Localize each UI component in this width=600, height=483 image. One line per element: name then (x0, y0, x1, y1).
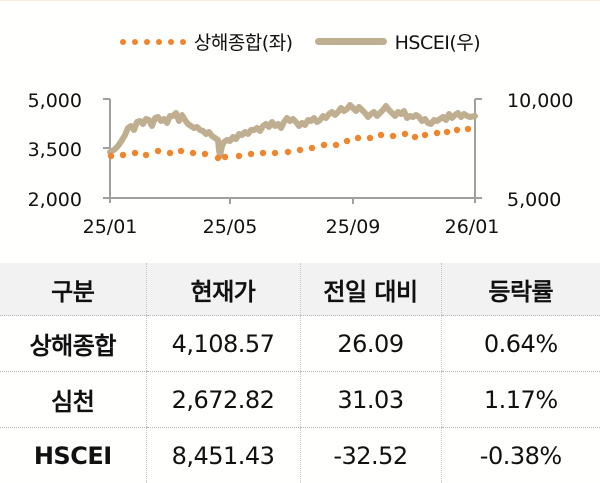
right-tick-label: 5,000 (507, 189, 561, 211)
top-border (0, 0, 600, 1)
shanghai-dotted-line (108, 126, 471, 161)
right-tick-label: 10,000 (507, 90, 573, 112)
x-tick-label: 25/05 (203, 216, 258, 238)
left-tick-label: 5,000 (28, 90, 82, 112)
solid-line-icon (315, 38, 387, 45)
dual-axis-line-chart: 5,000 3,500 2,000 10,000 5,000 25/01 25/… (0, 80, 600, 240)
chart-legend: 상해종합(좌) HSCEI(우) (0, 28, 600, 55)
row-price: 4,108.57 (146, 316, 300, 372)
x-tick-label: 25/09 (326, 216, 381, 238)
hscei-line (110, 105, 475, 156)
legend-item-hscei: HSCEI(우) (315, 28, 481, 55)
row-price: 8,451.43 (146, 428, 300, 483)
header-price: 현재가 (146, 263, 300, 316)
row-change: -32.52 (300, 428, 441, 483)
legend-item-shanghai: 상해종합(좌) (120, 28, 293, 55)
index-table: 구분 현재가 전일 대비 등락률 상해종합 4,108.57 26.09 0.6… (0, 263, 600, 483)
x-tick-label: 25/01 (83, 216, 138, 238)
row-price: 2,672.82 (146, 372, 300, 428)
header-category: 구분 (0, 263, 146, 316)
header-change: 전일 대비 (300, 263, 441, 316)
header-pct: 등락률 (441, 263, 600, 316)
row-pct: 1.17% (441, 372, 600, 428)
table-row: 상해종합 4,108.57 26.09 0.64% (0, 316, 600, 372)
row-name: HSCEI (0, 428, 146, 483)
row-name: 상해종합 (0, 316, 146, 372)
left-tick-label: 2,000 (28, 189, 82, 211)
legend-label-hscei: HSCEI(우) (395, 28, 481, 55)
legend-label-shanghai: 상해종합(좌) (194, 28, 293, 55)
table-row: HSCEI 8,451.43 -32.52 -0.38% (0, 428, 600, 483)
row-pct: -0.38% (441, 428, 600, 483)
dotted-line-icon (120, 39, 186, 45)
row-change: 26.09 (300, 316, 441, 372)
row-pct: 0.64% (441, 316, 600, 372)
left-tick-label: 3,500 (28, 139, 82, 161)
table-row: 심천 2,672.82 31.03 1.17% (0, 372, 600, 428)
table-header-row: 구분 현재가 전일 대비 등락률 (0, 263, 600, 316)
row-change: 31.03 (300, 372, 441, 428)
x-axis (110, 198, 475, 204)
row-name: 심천 (0, 372, 146, 428)
x-tick-label: 26/01 (445, 216, 500, 238)
